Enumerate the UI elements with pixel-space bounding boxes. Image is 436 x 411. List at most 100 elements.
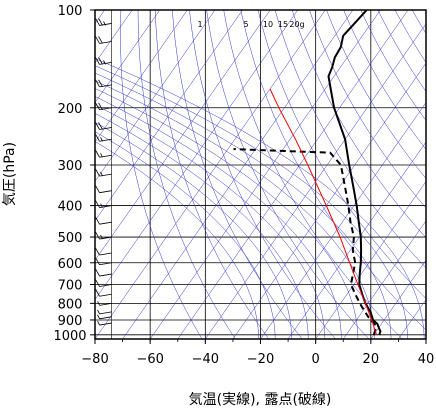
dry-adiabat-line	[206, 10, 370, 339]
isotherm-line	[287, 141, 426, 339]
wind-barb-staff	[99, 262, 112, 266]
x-tick-label: 0	[312, 352, 320, 367]
wind-barb-staff	[99, 316, 112, 320]
wind-barb-staff	[99, 41, 112, 44]
wind-barb-flag	[95, 185, 100, 193]
wind-barb-staff	[99, 138, 112, 142]
x-tick-label: −20	[247, 352, 274, 367]
wind-barb	[97, 314, 112, 320]
wind-barb-half	[97, 320, 100, 326]
wind-barb-half	[100, 234, 103, 240]
dry-adiabat-line	[394, 10, 426, 63]
isotherm-line	[315, 180, 426, 339]
dry-adiabat-line	[343, 10, 426, 150]
moist-adiabat-line	[95, 72, 392, 339]
wind-barb-half	[100, 137, 103, 142]
y-tick-label: 800	[58, 297, 83, 312]
wind-barb	[95, 279, 112, 287]
wind-barb	[97, 309, 112, 315]
isotherm-line	[370, 259, 426, 339]
wind-barb-half	[103, 21, 106, 26]
wind-barb-half	[97, 301, 100, 306]
wind-barb-flag	[98, 36, 103, 44]
isotherm-line	[343, 220, 426, 339]
y-axis-title: 気圧(hPa)	[2, 142, 18, 206]
wind-barb	[95, 216, 112, 225]
wind-barb-staff	[99, 127, 112, 130]
y-tick-label: 500	[58, 231, 83, 246]
dry-adiabat-line	[172, 10, 303, 339]
dry-adiabat-line	[360, 10, 426, 121]
y-tick-label: 300	[58, 159, 83, 174]
wind-barb-staff	[99, 190, 112, 194]
mixing-ratio-label: 1	[197, 20, 202, 29]
dry-adiabat-line	[291, 10, 426, 239]
y-tick-label: 400	[58, 200, 83, 215]
dry-adiabat-line	[240, 10, 426, 331]
wind-barb-staff	[99, 84, 112, 88]
isotherm-line	[95, 10, 271, 261]
x-tick-label: −80	[81, 352, 108, 367]
wind-barb	[95, 102, 112, 111]
wind-barb	[95, 18, 112, 26]
moist-adiabat-line	[95, 104, 326, 339]
wind-barb-half	[100, 153, 103, 158]
wind-barb	[95, 185, 112, 194]
wind-barb-staff	[99, 62, 112, 65]
wind-barb-flag	[98, 79, 103, 88]
wind-barb	[95, 150, 112, 158]
wind-barb-flag	[95, 247, 100, 256]
isotherm-line	[95, 10, 243, 222]
wind-barb-flag	[98, 18, 103, 26]
mixing-ratio-label: 5	[243, 20, 248, 29]
wind-barb-half	[97, 309, 100, 315]
wind-barb	[95, 57, 112, 65]
wind-barb-flag	[95, 102, 100, 110]
wind-barb-flag	[95, 268, 100, 277]
y-tick-label: 700	[58, 279, 83, 294]
y-tick-label: 1000	[53, 329, 86, 344]
parcel-line	[269, 88, 377, 335]
wind-barb-staff	[99, 293, 112, 297]
mixing-ratio-labels: 1 5 10 15 20g	[197, 20, 304, 29]
wind-barb-flag	[98, 102, 103, 110]
wind-barb-flag	[95, 36, 100, 44]
dewpoint-line	[233, 148, 378, 336]
wind-barb-flag	[95, 257, 100, 265]
y-tick-label: 200	[58, 102, 83, 117]
moist-adiabat-line	[95, 58, 425, 339]
dry-adiabat-line	[137, 10, 236, 339]
x-axis-ticks: −80 −60 −40 −20 0 20 40	[81, 339, 434, 367]
wind-barb-flag	[95, 122, 100, 130]
x-tick-label: −60	[136, 352, 163, 367]
dry-adiabat-line	[309, 10, 426, 209]
wind-barb-flag	[95, 279, 100, 287]
wind-barb	[95, 257, 112, 266]
wind-barb	[97, 301, 112, 306]
wind-barb-staff	[99, 173, 112, 177]
dry-adiabat-line	[120, 10, 203, 339]
temperature-line	[327, 10, 382, 336]
wind-barb-flag	[95, 168, 100, 177]
wind-barb-flag	[95, 200, 100, 208]
wind-barb	[95, 289, 112, 297]
dry-adiabat-line	[154, 10, 270, 339]
wind-barb-staff	[99, 322, 112, 326]
dry-adiabat-line	[189, 10, 336, 339]
wind-barb-half	[103, 60, 106, 65]
wind-barb-flag	[95, 57, 100, 65]
wind-barb-staff	[99, 205, 112, 208]
wind-barb-flag	[98, 57, 103, 65]
dry-adiabat-line	[257, 10, 426, 299]
wind-barb-half	[100, 203, 103, 208]
wind-barb	[95, 231, 112, 240]
dry-adiabat-line	[429, 10, 436, 342]
isotherm-line	[122, 10, 354, 339]
wind-barb-flag	[95, 289, 100, 297]
x-tick-label: −40	[192, 352, 219, 367]
isotherm-line	[177, 10, 409, 339]
x-tick-label: 20	[363, 352, 380, 367]
wind-barb-staff	[99, 236, 112, 240]
